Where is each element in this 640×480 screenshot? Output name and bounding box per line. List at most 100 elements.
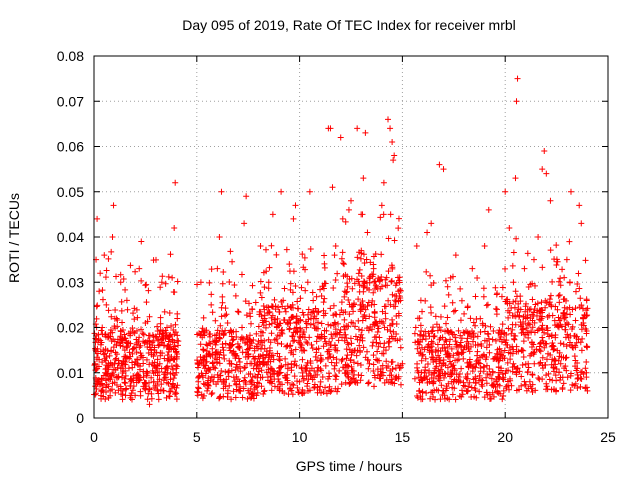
- data-point: [578, 220, 585, 227]
- data-point: [582, 365, 589, 372]
- data-point: [214, 265, 221, 272]
- data-point: [469, 265, 476, 272]
- data-point: [202, 329, 209, 336]
- data-point: [165, 365, 172, 372]
- data-point: [175, 338, 182, 345]
- y-tick-label: 0.01: [57, 365, 84, 381]
- data-point: [173, 369, 180, 376]
- data-point: [477, 329, 484, 336]
- data-point: [263, 351, 270, 358]
- data-point: [294, 329, 301, 336]
- data-point: [485, 206, 492, 213]
- data-point: [510, 279, 517, 286]
- data-point: [99, 324, 106, 331]
- data-point: [107, 333, 114, 340]
- data-point: [222, 383, 229, 390]
- data-point: [543, 170, 550, 177]
- y-tick-label: 0.07: [57, 93, 84, 109]
- data-point: [502, 188, 509, 195]
- data-point: [265, 279, 272, 286]
- data-point: [350, 319, 357, 326]
- data-point: [452, 252, 459, 259]
- data-point: [105, 383, 112, 390]
- data-point: [364, 229, 371, 236]
- data-point: [559, 374, 566, 381]
- data-point: [259, 374, 266, 381]
- data-point: [304, 279, 311, 286]
- data-point: [97, 270, 104, 277]
- data-point: [374, 329, 381, 336]
- data-point: [337, 134, 344, 141]
- data-point: [343, 369, 350, 376]
- data-point: [489, 369, 496, 376]
- data-point: [154, 387, 161, 394]
- data-point: [121, 347, 128, 354]
- data-point: [436, 161, 443, 168]
- data-point: [300, 347, 307, 354]
- data-point: [162, 374, 169, 381]
- data-point: [167, 356, 174, 363]
- data-point: [113, 315, 120, 322]
- data-point: [428, 220, 435, 227]
- data-point: [526, 378, 533, 385]
- data-point: [125, 365, 132, 372]
- data-point: [255, 338, 262, 345]
- x-axis-ticks: 0 5 10 15 20 25: [90, 56, 616, 445]
- data-point: [567, 188, 574, 195]
- chart-title: Day 095 of 2019, Rate Of TEC Index for r…: [182, 17, 516, 33]
- data-point: [387, 125, 394, 132]
- data-point: [530, 256, 537, 263]
- data-point: [249, 306, 256, 313]
- data-point: [539, 166, 546, 173]
- data-point: [276, 356, 283, 363]
- y-tick-label: 0.08: [57, 48, 84, 64]
- data-point: [481, 243, 488, 250]
- data-point: [218, 188, 225, 195]
- data-point: [333, 356, 340, 363]
- data-point: [513, 98, 520, 105]
- data-point: [370, 265, 377, 272]
- data-point: [380, 179, 387, 186]
- data-point: [360, 175, 367, 182]
- data-point: [280, 297, 287, 304]
- data-point: [150, 378, 157, 385]
- data-point: [278, 188, 285, 195]
- data-point: [109, 234, 116, 240]
- data-point: [261, 315, 268, 322]
- data-point: [541, 148, 548, 155]
- data-point: [292, 202, 299, 209]
- data-point: [103, 301, 110, 308]
- data-point: [417, 297, 424, 304]
- dense-marker-field: [91, 211, 591, 403]
- data-point: [232, 292, 239, 299]
- data-point: [382, 347, 389, 354]
- data-point: [282, 374, 289, 381]
- data-point: [555, 292, 562, 299]
- data-point: [385, 116, 392, 123]
- data-point: [547, 197, 554, 204]
- data-point: [100, 347, 107, 354]
- marker-cloud: [91, 211, 591, 403]
- data-point: [212, 365, 219, 372]
- data-point: [169, 274, 176, 281]
- data-point: [230, 374, 237, 381]
- x-tick-label: 10: [292, 429, 308, 445]
- data-point: [358, 247, 365, 254]
- data-point: [132, 392, 139, 399]
- data-point: [440, 166, 447, 173]
- data-point: [576, 202, 583, 209]
- data-point: [204, 387, 211, 394]
- data-point: [138, 238, 145, 245]
- data-point: [216, 234, 223, 240]
- data-point: [419, 351, 426, 358]
- data-point: [142, 319, 149, 326]
- y-axis-label: ROTI / TECUs: [6, 193, 22, 283]
- data-point: [415, 374, 422, 381]
- data-point: [356, 342, 363, 349]
- data-point: [136, 265, 143, 272]
- data-point: [413, 243, 420, 250]
- data-point: [535, 234, 542, 240]
- data-point: [498, 351, 505, 358]
- data-point: [197, 279, 204, 286]
